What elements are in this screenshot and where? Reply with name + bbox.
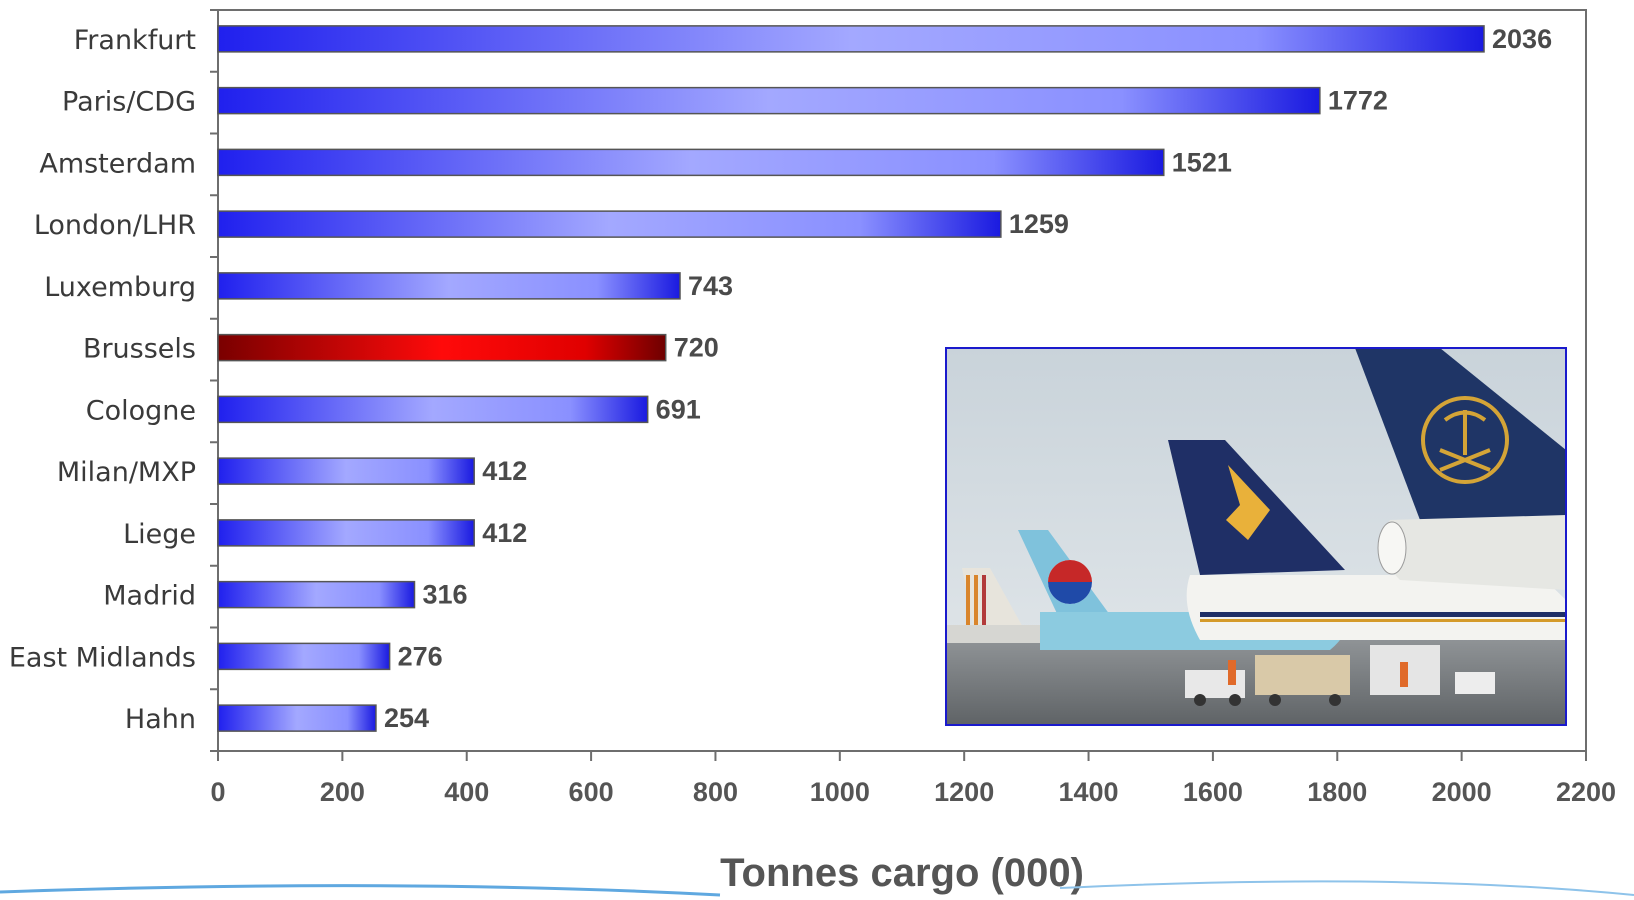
axis-ticks-layer: 0 200 400 600 800 1000 1200 1400 1600 1800 2000 220… [210, 9, 1616, 807]
x-tick-label: 1600 [1183, 777, 1243, 807]
value-label-luxemburg: 743 [688, 271, 733, 301]
bar-london-lhr [217, 210, 1002, 238]
x-axis-title: Tonnes cargo (000) [720, 851, 1084, 895]
value-label-paris-cdg: 1772 [1328, 86, 1388, 116]
category-label-cologne: Cologne [86, 395, 196, 426]
x-tick-label: 0 [210, 777, 225, 807]
category-label-hahn: Hahn [125, 704, 196, 735]
x-tick-label: 1000 [810, 777, 870, 807]
bar-paris-cdg [217, 86, 1321, 115]
bars-layer: 2036 Frankfurt 1772 Paris/CDG 1521 Amsterdam 1… [9, 24, 1552, 735]
bar-brussels [217, 333, 667, 362]
value-label-milan-mxp: 412 [482, 456, 527, 486]
category-label-milan-mxp: Milan/MXP [57, 457, 196, 488]
category-label-madrid: Madrid [103, 581, 196, 612]
bar-milan-mxp [217, 457, 475, 485]
x-tick-label: 600 [569, 777, 614, 807]
bar-amsterdam [217, 148, 1165, 177]
value-label-east-midlands: 276 [398, 641, 443, 671]
value-label-amsterdam: 1521 [1172, 147, 1232, 177]
bar-cologne [217, 395, 649, 424]
x-tick-label: 1400 [1059, 777, 1119, 807]
value-label-frankfurt: 2036 [1492, 24, 1552, 54]
bar-east-midlands [217, 642, 391, 671]
category-label-luxemburg: Luxemburg [44, 272, 196, 303]
x-tick-label: 1800 [1307, 777, 1367, 807]
photo-frame [945, 347, 1567, 726]
x-tick-label: 2200 [1556, 777, 1616, 807]
bar-frankfurt [217, 25, 1485, 53]
category-label-east-midlands: East Midlands [9, 642, 196, 673]
value-label-liege: 412 [482, 518, 527, 548]
value-label-cologne: 691 [656, 394, 701, 424]
category-label-amsterdam: Amsterdam [39, 148, 196, 179]
airport-cargo-photo [946, 348, 1566, 725]
value-label-hahn: 254 [384, 703, 429, 733]
category-label-brussels: Brussels [83, 334, 196, 365]
x-tick-label: 1200 [934, 777, 994, 807]
value-label-madrid: 316 [422, 580, 467, 610]
x-tick-label: 800 [693, 777, 738, 807]
value-label-brussels: 720 [674, 333, 719, 363]
decorative-swoosh [0, 884, 721, 897]
bar-luxemburg [217, 272, 681, 300]
bar-madrid [217, 580, 416, 609]
category-label-frankfurt: Frankfurt [74, 25, 196, 56]
category-label-liege: Liege [123, 519, 196, 550]
x-tick-label: 400 [444, 777, 489, 807]
category-label-london-lhr: London/LHR [34, 210, 196, 241]
category-label-paris-cdg: Paris/CDG [62, 87, 196, 118]
bar-liege [217, 519, 475, 547]
bar-hahn [217, 704, 377, 732]
x-tick-label: 200 [320, 777, 365, 807]
value-label-london-lhr: 1259 [1009, 209, 1069, 239]
x-tick-label: 2000 [1432, 777, 1492, 807]
